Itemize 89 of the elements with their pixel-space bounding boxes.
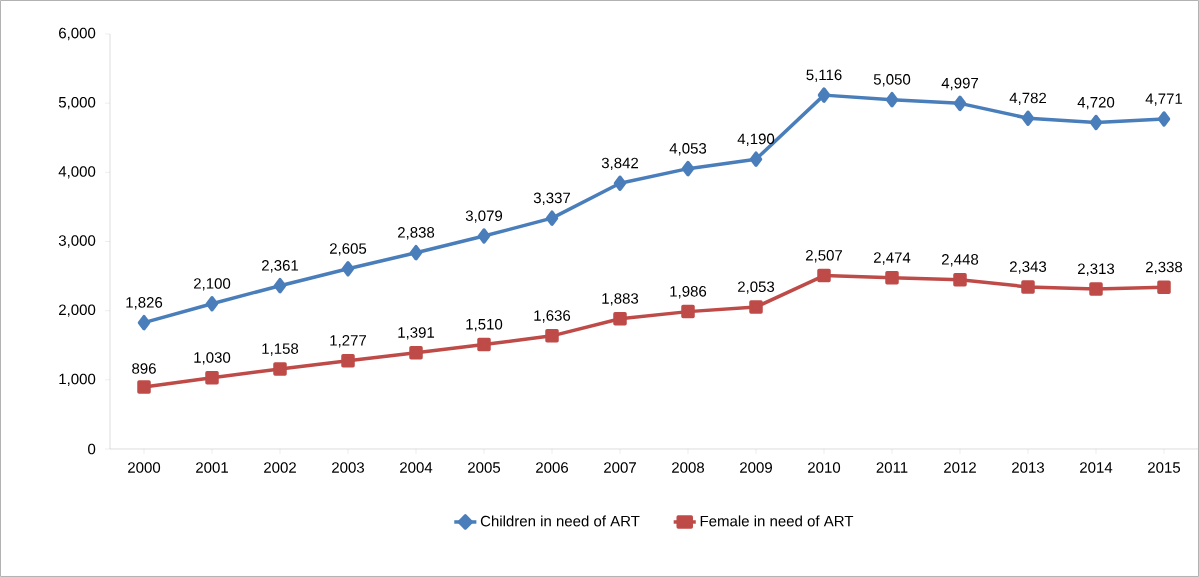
data-label: 4,053 [669, 143, 707, 156]
point [545, 329, 559, 343]
data-label: 1,391 [398, 327, 435, 340]
x-tick-label: 2001 [196, 462, 228, 473]
data-label: 3,842 [601, 157, 639, 171]
point [205, 295, 219, 312]
point [953, 272, 967, 287]
point [1157, 111, 1171, 127]
x-tick-label: 2005 [468, 462, 501, 473]
point [1021, 110, 1035, 126]
point [817, 87, 831, 103]
point [137, 380, 151, 394]
point [273, 362, 287, 376]
x-tick-label: 2015 [1148, 462, 1181, 473]
data-label: 1,883 [602, 293, 639, 306]
x-tick-label: 2003 [332, 462, 365, 473]
point [341, 261, 355, 277]
data-label: 1,636 [534, 310, 571, 323]
data-label: 4,190 [737, 133, 775, 146]
data-label: 1,986 [670, 286, 707, 299]
y-tick-label: 3,000 [58, 235, 96, 248]
point [477, 228, 491, 244]
x-tick-label: 2008 [672, 462, 705, 473]
x-tick-label: 2004 [400, 462, 433, 473]
point [749, 300, 763, 314]
data-label: 2,507 [805, 250, 843, 263]
point [477, 337, 491, 352]
data-label: 2,448 [941, 254, 979, 267]
data-label: 2,100 [193, 278, 231, 291]
point [1089, 282, 1103, 296]
y-tick-label: 0 [88, 443, 96, 455]
x-tick-label: 2006 [536, 462, 569, 473]
point [205, 370, 219, 385]
point [885, 91, 899, 108]
data-label: 1,030 [194, 352, 231, 365]
data-label: 2,313 [1077, 263, 1115, 276]
legend-label: Female in need of ART [700, 515, 854, 527]
point [409, 346, 423, 360]
y-tick-label: 2,000 [59, 304, 96, 317]
y-tick-label: 5,000 [58, 96, 96, 110]
data-label: 2,338 [1145, 261, 1183, 275]
point [137, 314, 151, 331]
point [1021, 280, 1035, 294]
x-tick-label: 2009 [740, 462, 772, 473]
data-label: 3,079 [465, 210, 503, 223]
data-label: 5,050 [873, 74, 911, 87]
point [273, 277, 287, 294]
point [885, 271, 899, 285]
x-tick-label: 2002 [264, 462, 296, 473]
point [817, 268, 831, 283]
point [545, 210, 559, 226]
data-label: 1,826 [126, 297, 163, 310]
data-label: 2,053 [737, 281, 775, 294]
data-label: 896 [132, 363, 156, 374]
x-tick-label: 2007 [604, 462, 636, 473]
data-label: 5,116 [806, 69, 842, 82]
legend-label: Children in need of ART [480, 515, 640, 527]
point [613, 175, 627, 191]
data-label: 2,343 [1009, 261, 1047, 274]
x-tick-label: 2010 [808, 462, 841, 473]
data-label: 1,158 [262, 343, 299, 356]
point [953, 95, 967, 112]
point [409, 244, 423, 261]
data-label: 1,510 [466, 318, 503, 332]
point [1089, 114, 1103, 131]
point [1157, 280, 1171, 295]
data-label: 1,277 [330, 335, 367, 348]
x-tick-label: 2014 [1080, 462, 1113, 473]
data-label: 4,771 [1145, 93, 1183, 106]
data-label: 4,720 [1077, 96, 1115, 110]
data-label: 4,997 [941, 77, 979, 91]
point [749, 151, 763, 167]
data-label: 2,361 [261, 260, 299, 273]
data-label: 2,838 [397, 227, 435, 240]
x-tick-label: 2011 [876, 462, 908, 473]
y-tick-label: 4,000 [58, 166, 96, 179]
point [341, 353, 355, 368]
y-tick-label: 6,000 [59, 27, 96, 41]
data-label: 2,605 [329, 243, 367, 256]
x-tick-label: 2013 [1012, 462, 1045, 473]
y-tick-label: 1,000 [59, 373, 96, 387]
x-tick-label: 2000 [128, 462, 161, 473]
x-tick-label: 2012 [944, 462, 976, 473]
data-label: 3,337 [533, 192, 571, 205]
point [613, 311, 627, 326]
data-label: 2,474 [873, 252, 911, 265]
data-label: 4,782 [1009, 92, 1047, 106]
point [681, 304, 695, 319]
point [681, 160, 695, 177]
